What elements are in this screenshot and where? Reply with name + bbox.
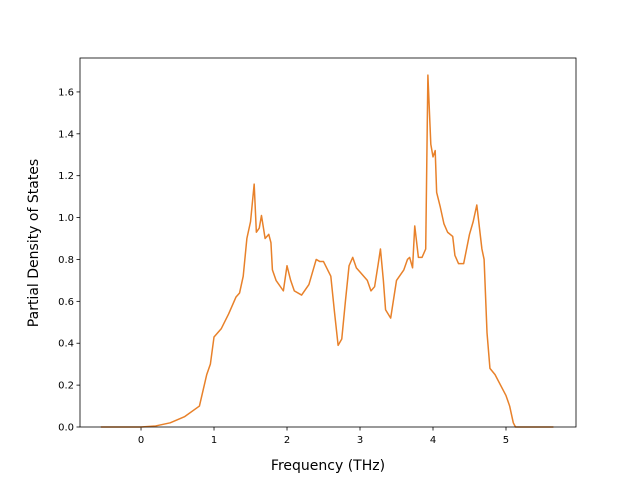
y-tick-label: 0.2 (58, 381, 74, 392)
x-tick-label: 3 (357, 435, 363, 446)
y-tick-label: 1.6 (58, 87, 74, 98)
y-tick-label: 0.6 (58, 297, 74, 308)
y-tick-label: 0.4 (58, 339, 74, 350)
x-tick-label: 4 (430, 435, 436, 446)
x-axis-label: Frequency (THz) (271, 458, 385, 474)
plot-frame (79, 57, 577, 428)
x-tick-label: 1 (211, 435, 217, 446)
y-tick-label: 1.4 (58, 129, 74, 140)
y-tick-label: 0.0 (58, 423, 74, 434)
x-tick-label: 0 (138, 435, 144, 446)
y-axis-label: Partial Density of States (26, 159, 42, 327)
y-tick-label: 0.8 (58, 255, 74, 266)
y-tick-label: 1.0 (58, 213, 74, 224)
data-line (100, 74, 554, 428)
y-tick-label: 1.2 (58, 171, 74, 182)
x-tick-label: 2 (284, 435, 290, 446)
x-tick-label: 5 (503, 435, 509, 446)
